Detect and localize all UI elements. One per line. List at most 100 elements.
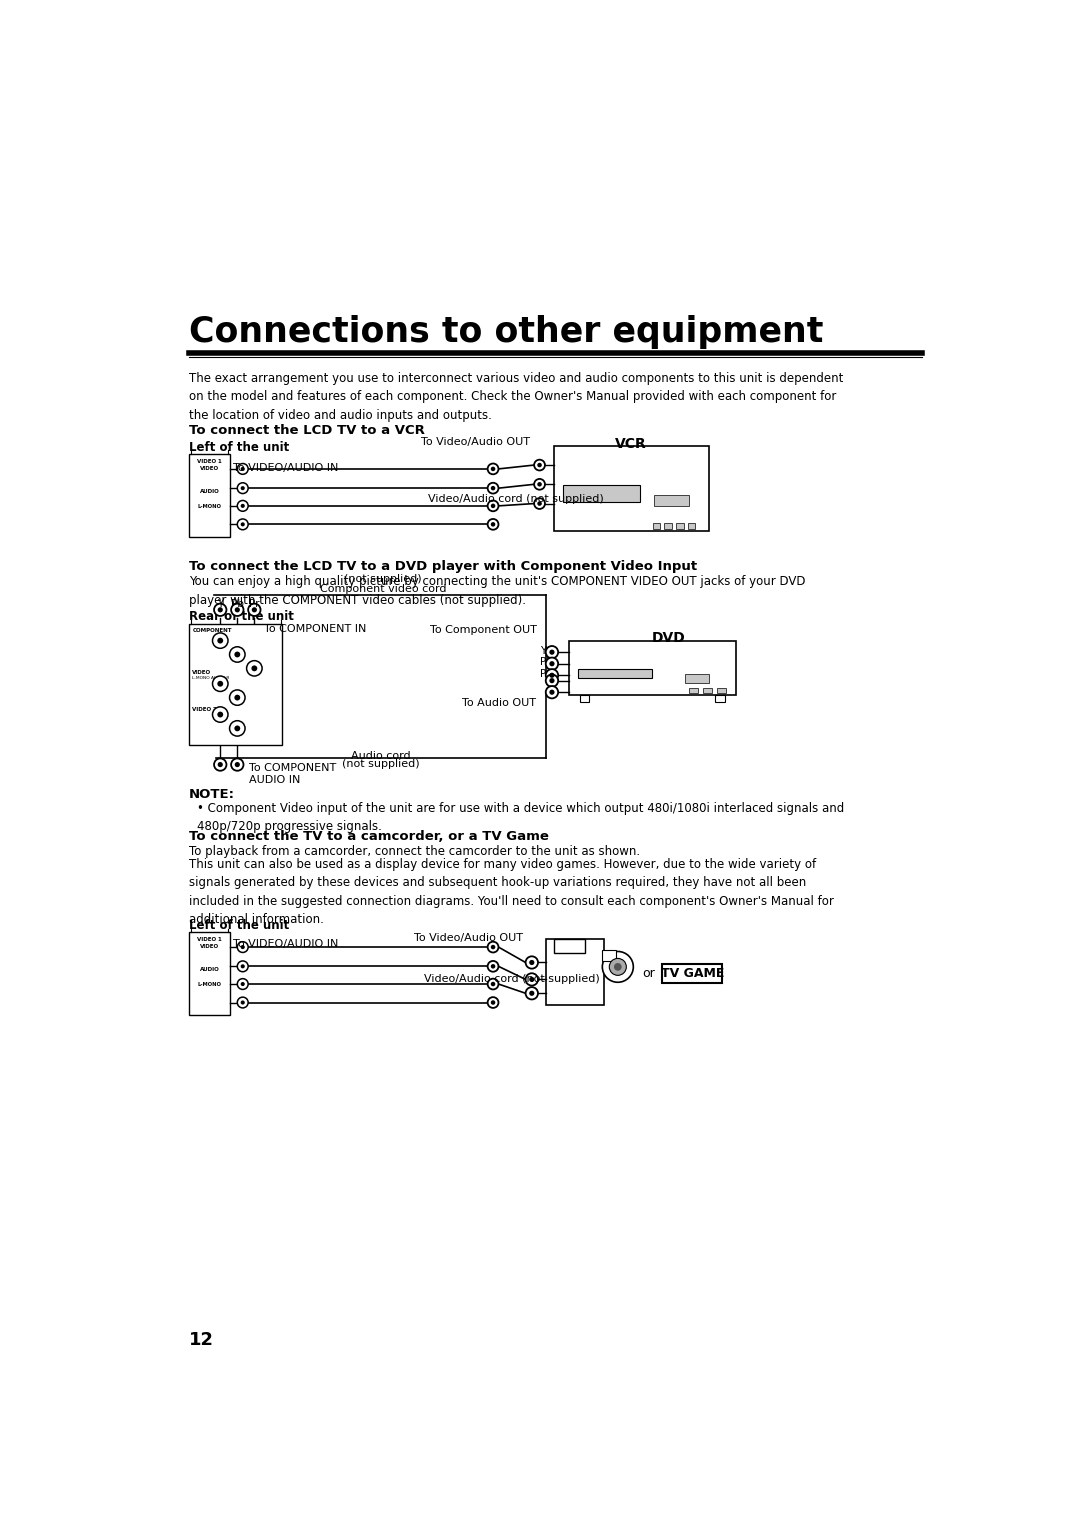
- Circle shape: [488, 997, 499, 1008]
- Text: Rear of the unit: Rear of the unit: [189, 609, 294, 623]
- Circle shape: [526, 973, 538, 985]
- Circle shape: [545, 646, 558, 658]
- Text: VIDEO 1: VIDEO 1: [197, 938, 221, 942]
- Circle shape: [526, 986, 538, 1000]
- Text: L-MONO AUDIO R: L-MONO AUDIO R: [192, 676, 230, 680]
- Circle shape: [526, 956, 538, 968]
- Circle shape: [488, 464, 499, 475]
- Text: COMPONENT: COMPONENT: [192, 628, 232, 632]
- Circle shape: [490, 522, 496, 527]
- Circle shape: [234, 652, 240, 658]
- Text: Component video cord: Component video cord: [320, 585, 446, 594]
- Circle shape: [550, 690, 554, 695]
- Text: You can enjoy a high quality picture by connecting the unit's COMPONENT VIDEO OU: You can enjoy a high quality picture by …: [189, 576, 806, 606]
- Circle shape: [234, 695, 240, 701]
- Bar: [654, 495, 689, 507]
- Circle shape: [213, 676, 228, 692]
- Circle shape: [535, 479, 545, 490]
- Circle shape: [238, 483, 248, 493]
- Circle shape: [241, 1000, 245, 1005]
- Text: VIDEO 1: VIDEO 1: [197, 460, 221, 464]
- Bar: [717, 689, 727, 693]
- Circle shape: [241, 467, 245, 470]
- Text: • Component Video input of the unit are for use with a device which output 480i/: • Component Video input of the unit are …: [197, 802, 845, 834]
- Circle shape: [545, 669, 558, 681]
- Text: Connections to other equipment: Connections to other equipment: [189, 315, 824, 348]
- Text: TV GAME: TV GAME: [661, 967, 724, 980]
- Circle shape: [613, 964, 622, 971]
- Circle shape: [241, 964, 245, 968]
- Circle shape: [535, 498, 545, 508]
- Circle shape: [488, 501, 499, 512]
- Circle shape: [238, 997, 248, 1008]
- Text: This unit can also be used as a display device for many video games. However, du: This unit can also be used as a display …: [189, 858, 834, 927]
- Text: VCR: VCR: [616, 437, 647, 450]
- Circle shape: [217, 681, 224, 687]
- Text: AUDIO: AUDIO: [200, 967, 219, 973]
- Circle shape: [488, 960, 499, 971]
- Text: Pb: Pb: [540, 657, 553, 667]
- Circle shape: [217, 638, 224, 643]
- Text: To connect the LCD TV to a DVD player with Component Video Input: To connect the LCD TV to a DVD player wi…: [189, 560, 698, 573]
- Bar: [676, 522, 684, 528]
- Text: L-MONO: L-MONO: [198, 982, 221, 986]
- Text: or: or: [643, 967, 656, 980]
- Circle shape: [490, 1000, 496, 1005]
- Circle shape: [238, 501, 248, 512]
- Circle shape: [230, 690, 245, 705]
- Circle shape: [230, 721, 245, 736]
- Circle shape: [213, 632, 228, 649]
- Bar: [569, 641, 735, 695]
- Text: Left of the unit: Left of the unit: [189, 919, 289, 933]
- Text: Y: Y: [217, 599, 224, 609]
- Bar: [563, 484, 640, 502]
- Text: (not supplied): (not supplied): [345, 574, 422, 585]
- Bar: [603, 950, 617, 960]
- Circle shape: [545, 675, 558, 687]
- Circle shape: [490, 467, 496, 472]
- Text: L-MONO: L-MONO: [198, 504, 221, 508]
- Bar: [189, 454, 230, 536]
- Circle shape: [490, 982, 496, 986]
- Text: (not supplied): (not supplied): [342, 759, 420, 770]
- Text: To COMPONENT IN: To COMPONENT IN: [264, 623, 366, 634]
- Circle shape: [238, 942, 248, 953]
- Text: Left of the unit: Left of the unit: [189, 441, 289, 454]
- Circle shape: [248, 603, 260, 615]
- Bar: [554, 446, 708, 530]
- Text: Video/Audio cord (not supplied): Video/Audio cord (not supplied): [424, 974, 599, 983]
- Circle shape: [218, 608, 222, 612]
- Circle shape: [238, 464, 248, 475]
- Circle shape: [490, 504, 496, 508]
- Text: To playback from a camcorder, connect the camcorder to the unit as shown.: To playback from a camcorder, connect th…: [189, 846, 640, 858]
- Bar: [685, 673, 708, 683]
- Circle shape: [537, 501, 542, 505]
- Circle shape: [234, 725, 240, 731]
- Text: Video/Audio cord (not supplied): Video/Audio cord (not supplied): [429, 493, 604, 504]
- Bar: [703, 689, 713, 693]
- Circle shape: [238, 960, 248, 971]
- Circle shape: [488, 979, 499, 989]
- Text: The exact arrangement you use to interconnect various video and audio components: The exact arrangement you use to interco…: [189, 373, 843, 421]
- Circle shape: [490, 945, 496, 950]
- Circle shape: [214, 603, 227, 615]
- Text: VIDEO: VIDEO: [200, 944, 219, 948]
- Bar: [689, 689, 699, 693]
- Circle shape: [535, 460, 545, 470]
- Text: VIDEO: VIDEO: [192, 670, 212, 675]
- Circle shape: [246, 661, 262, 676]
- Circle shape: [234, 762, 240, 767]
- Text: To Video/Audio OUT: To Video/Audio OUT: [414, 933, 523, 944]
- Text: To VIDEO/AUDIO IN: To VIDEO/AUDIO IN: [233, 463, 339, 473]
- Text: To Component OUT: To Component OUT: [430, 625, 537, 635]
- Circle shape: [214, 759, 227, 771]
- Text: To Video/Audio OUT: To Video/Audio OUT: [421, 437, 530, 446]
- Bar: [580, 695, 590, 702]
- Text: Pr: Pr: [540, 669, 550, 678]
- Circle shape: [550, 661, 554, 666]
- Bar: [554, 939, 584, 953]
- Circle shape: [241, 982, 245, 986]
- Text: To connect the TV to a camcorder, or a TV Game: To connect the TV to a camcorder, or a T…: [189, 831, 549, 843]
- Bar: [652, 522, 661, 528]
- Bar: [688, 522, 696, 528]
